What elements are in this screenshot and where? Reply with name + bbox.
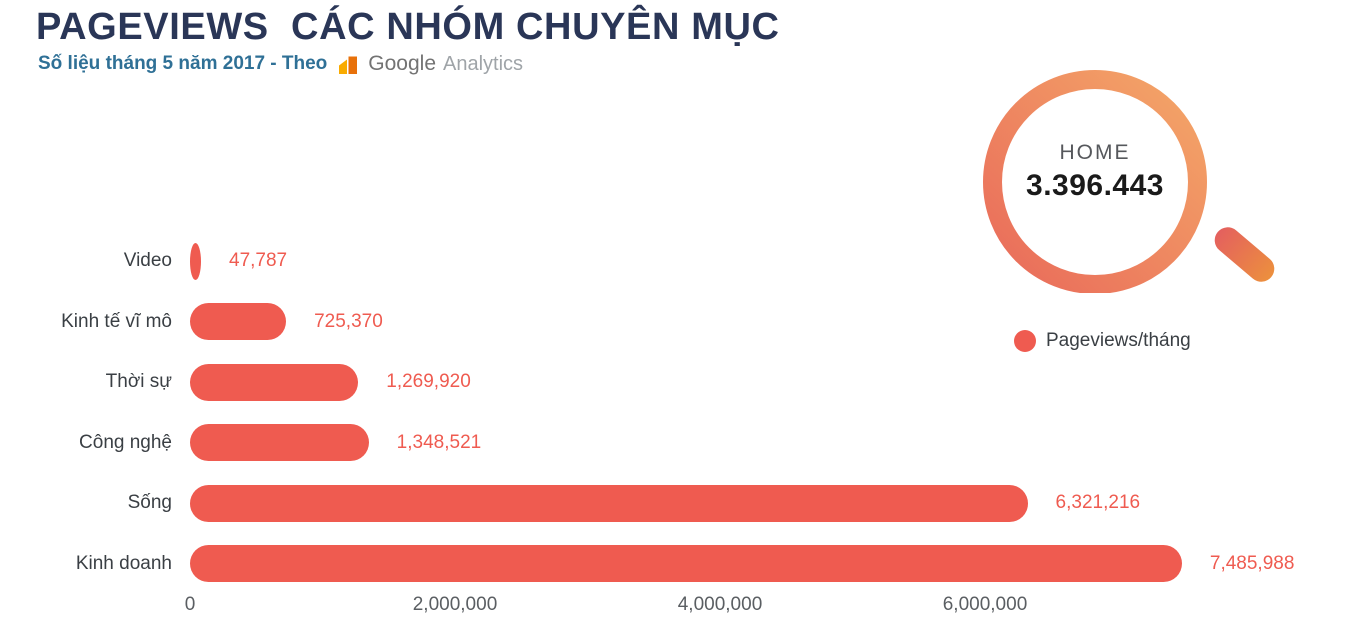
chart-row: Kinh tế vĩ mô 725,370 [0, 292, 1359, 353]
google-analytics-bars-icon [339, 56, 358, 74]
value-label: 725,370 [314, 310, 383, 332]
category-label: Kinh doanh [75, 552, 172, 574]
home-pageviews-value: 3.396.443 [1026, 169, 1164, 202]
home-label: HOME [1059, 141, 1131, 164]
magnifier-callout: HOME 3.396.443 [975, 141, 1215, 203]
chart-row: Công nghệ 1,348,521 [0, 413, 1359, 474]
value-label: 6,321,216 [1055, 492, 1141, 514]
bar [190, 363, 359, 401]
x-tick: 2,000,000 [412, 594, 498, 615]
category-label: Video [123, 250, 172, 272]
bar [190, 545, 1182, 583]
value-label: 1,269,920 [386, 371, 471, 393]
legend-dot-icon [1014, 330, 1036, 352]
x-tick: 0 [184, 594, 196, 615]
x-tick: 4,000,000 [677, 594, 763, 615]
chart-row: Kinh doanh 7,485,988 [0, 534, 1359, 595]
category-label: Công nghệ [79, 431, 172, 453]
value-label: 1,348,521 [396, 431, 482, 453]
bar [190, 303, 287, 341]
magnifier-handle [1214, 227, 1275, 282]
bar [190, 242, 201, 280]
value-label: 7,485,988 [1209, 552, 1295, 574]
magnifier-icon [983, 70, 1275, 293]
x-tick: 6,000,000 [942, 594, 1028, 615]
value-label: 47,787 [229, 250, 288, 272]
bar-chart: Video 47,787 Kinh tế vĩ mô 725,370 Thời … [0, 231, 1359, 618]
analytics-wordmark: Analytics [443, 52, 524, 75]
bar-chart-rows: Video 47,787 Kinh tế vĩ mô 725,370 Thời … [0, 231, 1359, 594]
category-label: Kinh tế vĩ mô [61, 310, 172, 332]
category-label: Thời sự [105, 371, 172, 393]
legend: Pageviews/tháng [1014, 330, 1191, 352]
bar [190, 484, 1028, 522]
chart-row: Sống 6,321,216 [0, 473, 1359, 534]
subtitle-row: Số liệu tháng 5 năm 2017 - Theo Google A… [38, 52, 523, 76]
magnifier-ring [983, 70, 1207, 293]
chart-row: Thời sự 1,269,920 [0, 352, 1359, 413]
bar [190, 424, 369, 462]
google-wordmark: Google [368, 52, 437, 75]
subtitle: Số liệu tháng 5 năm 2017 - Theo [38, 53, 328, 74]
x-axis: 0 2,000,000 4,000,000 6,000,000 [0, 592, 1359, 618]
chart-row: Video 47,787 [0, 231, 1359, 292]
google-analytics-logo: Google Analytics [337, 52, 523, 76]
legend-label: Pageviews/tháng [1046, 330, 1191, 351]
category-label: Sống [127, 492, 172, 514]
page-title: PAGEVIEWS CÁC NHÓM CHUYÊN MỤC [36, 6, 780, 48]
